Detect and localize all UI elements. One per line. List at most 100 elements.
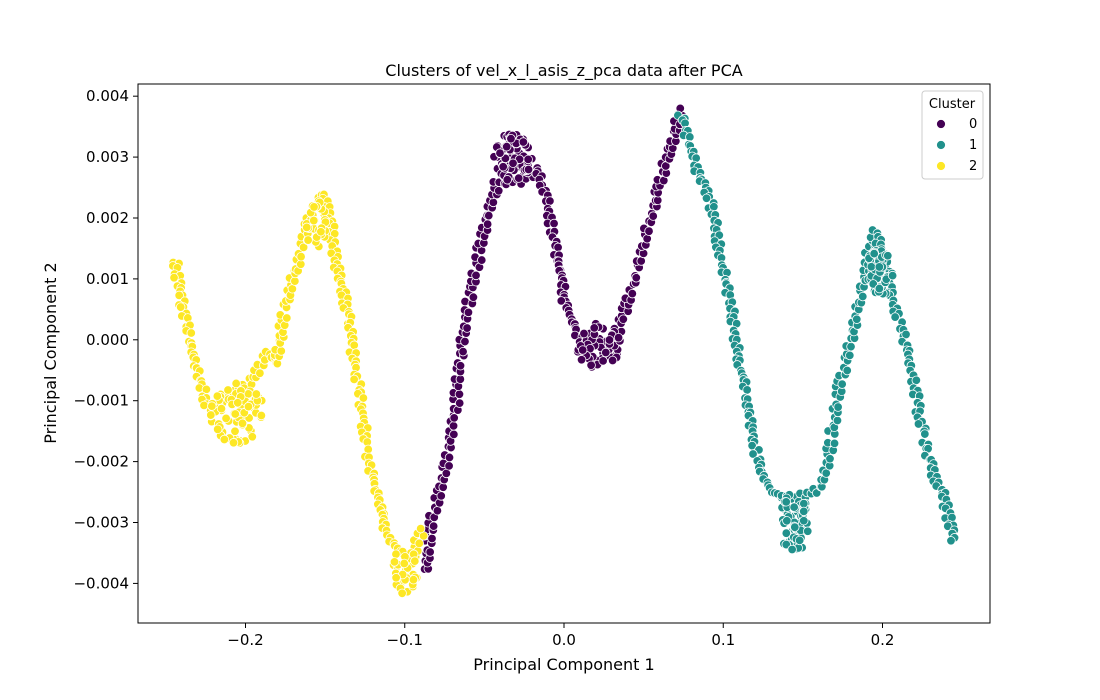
y-tick-label: 0.002 bbox=[86, 209, 129, 227]
x-axis: −0.2 −0.1 0.0 0.1 0.2 bbox=[227, 623, 894, 649]
legend: Cluster 0 1 2 bbox=[921, 90, 984, 180]
data-point-cluster-2 bbox=[176, 302, 186, 312]
data-point-cluster-2 bbox=[237, 418, 248, 429]
data-point-cluster-2 bbox=[213, 424, 223, 435]
data-point-cluster-0 bbox=[425, 547, 435, 557]
y-tick-label: 0.003 bbox=[86, 148, 129, 166]
x-tick-label: 0.1 bbox=[711, 631, 735, 649]
x-tick-label: −0.1 bbox=[387, 631, 423, 649]
data-point-cluster-0 bbox=[514, 173, 524, 183]
data-point-cluster-0 bbox=[508, 158, 518, 168]
data-point-cluster-2 bbox=[186, 328, 196, 338]
data-point-cluster-1 bbox=[799, 506, 809, 517]
y-tick-label: −0.003 bbox=[73, 514, 129, 532]
data-point-cluster-0 bbox=[601, 347, 611, 358]
data-point-cluster-1 bbox=[883, 251, 893, 261]
data-point-cluster-0 bbox=[586, 360, 596, 371]
data-point-cluster-2 bbox=[169, 272, 179, 283]
data-point-cluster-0 bbox=[604, 335, 615, 345]
data-point-cluster-1 bbox=[852, 314, 862, 324]
data-point-cluster-2 bbox=[391, 549, 401, 559]
data-point-cluster-1 bbox=[794, 535, 805, 546]
data-point-cluster-2 bbox=[207, 401, 217, 411]
data-point-cluster-2 bbox=[391, 573, 401, 583]
data-point-cluster-1 bbox=[890, 312, 900, 322]
y-axis: 0.004 0.003 0.002 0.001 0.000 −0.001 −0.002 −0.… bbox=[73, 87, 138, 592]
data-point-cluster-2 bbox=[212, 391, 223, 401]
data-point-cluster-2 bbox=[231, 378, 241, 389]
data-point-cluster-0 bbox=[438, 482, 448, 492]
y-tick-label: −0.004 bbox=[73, 574, 129, 592]
legend-box bbox=[921, 90, 984, 180]
data-point-cluster-2 bbox=[221, 413, 231, 424]
data-point-cluster-1 bbox=[901, 329, 911, 340]
data-point-cluster-1 bbox=[829, 438, 840, 449]
data-point-cluster-0 bbox=[449, 413, 459, 423]
data-point-cluster-2 bbox=[230, 426, 240, 436]
data-point-cluster-2 bbox=[247, 432, 257, 442]
data-point-cluster-2 bbox=[216, 403, 227, 414]
data-point-cluster-0 bbox=[613, 332, 624, 343]
data-point-cluster-2 bbox=[349, 374, 359, 385]
data-point-cluster-0 bbox=[607, 355, 618, 366]
data-point-cluster-2 bbox=[233, 398, 243, 408]
data-point-cluster-0 bbox=[458, 346, 468, 357]
data-point-cluster-0 bbox=[462, 323, 472, 333]
data-point-cluster-0 bbox=[494, 186, 504, 196]
data-point-cluster-0 bbox=[436, 491, 446, 501]
data-point-cluster-1 bbox=[913, 419, 924, 429]
y-tick-label: 0.001 bbox=[86, 270, 129, 288]
data-point-cluster-1 bbox=[911, 375, 922, 385]
data-point-cluster-2 bbox=[282, 313, 292, 323]
data-point-cluster-0 bbox=[477, 255, 487, 265]
data-point-cluster-0 bbox=[556, 296, 567, 306]
data-point-cluster-0 bbox=[463, 307, 474, 318]
data-point-cluster-1 bbox=[701, 193, 712, 203]
data-point-cluster-1 bbox=[781, 528, 792, 538]
data-point-cluster-0 bbox=[523, 164, 534, 175]
data-point-cluster-2 bbox=[302, 222, 312, 233]
data-point-cluster-2 bbox=[223, 385, 233, 395]
data-point-cluster-2 bbox=[256, 410, 267, 421]
data-point-cluster-1 bbox=[748, 449, 758, 459]
data-point-cluster-2 bbox=[399, 558, 409, 569]
data-point-cluster-1 bbox=[846, 341, 856, 352]
data-point-cluster-0 bbox=[449, 429, 459, 440]
data-point-cluster-0 bbox=[618, 314, 629, 324]
data-point-cluster-2 bbox=[303, 235, 313, 245]
data-point-cluster-0 bbox=[444, 452, 455, 463]
data-point-cluster-2 bbox=[389, 557, 400, 567]
data-point-cluster-1 bbox=[833, 402, 843, 412]
chart-title: Clusters of vel_x_l_asis_z_pca data afte… bbox=[385, 61, 742, 81]
x-tick-label: 0.0 bbox=[552, 631, 576, 649]
data-point-cluster-2 bbox=[251, 389, 262, 399]
data-point-cluster-1 bbox=[782, 516, 792, 526]
x-axis-label: Principal Component 1 bbox=[473, 655, 654, 674]
data-point-cluster-1 bbox=[825, 454, 835, 464]
data-point-cluster-0 bbox=[460, 336, 470, 347]
data-point-cluster-1 bbox=[858, 291, 868, 302]
data-point-cluster-2 bbox=[206, 410, 216, 420]
data-point-cluster-1 bbox=[874, 283, 885, 294]
data-point-cluster-2 bbox=[174, 290, 184, 301]
data-point-cluster-1 bbox=[832, 415, 843, 426]
y-tick-label: 0.004 bbox=[86, 87, 129, 105]
data-point-cluster-1 bbox=[799, 516, 809, 526]
data-point-cluster-2 bbox=[230, 409, 240, 419]
data-point-cluster-0 bbox=[549, 218, 559, 229]
data-point-cluster-0 bbox=[484, 210, 494, 221]
data-point-cluster-1 bbox=[790, 522, 800, 532]
y-axis-label: Principal Component 2 bbox=[41, 262, 60, 443]
data-point-cluster-1 bbox=[887, 270, 898, 281]
data-point-cluster-1 bbox=[920, 429, 930, 439]
data-point-cluster-0 bbox=[576, 355, 587, 365]
data-point-cluster-1 bbox=[799, 498, 809, 509]
data-point-cluster-2 bbox=[309, 202, 319, 212]
data-point-cluster-0 bbox=[471, 270, 481, 281]
legend-marker-cluster-0 bbox=[936, 119, 946, 129]
data-point-cluster-1 bbox=[946, 536, 956, 546]
data-point-cluster-2 bbox=[414, 538, 424, 549]
x-tick-label: 0.2 bbox=[871, 631, 895, 649]
data-point-cluster-0 bbox=[502, 141, 512, 152]
